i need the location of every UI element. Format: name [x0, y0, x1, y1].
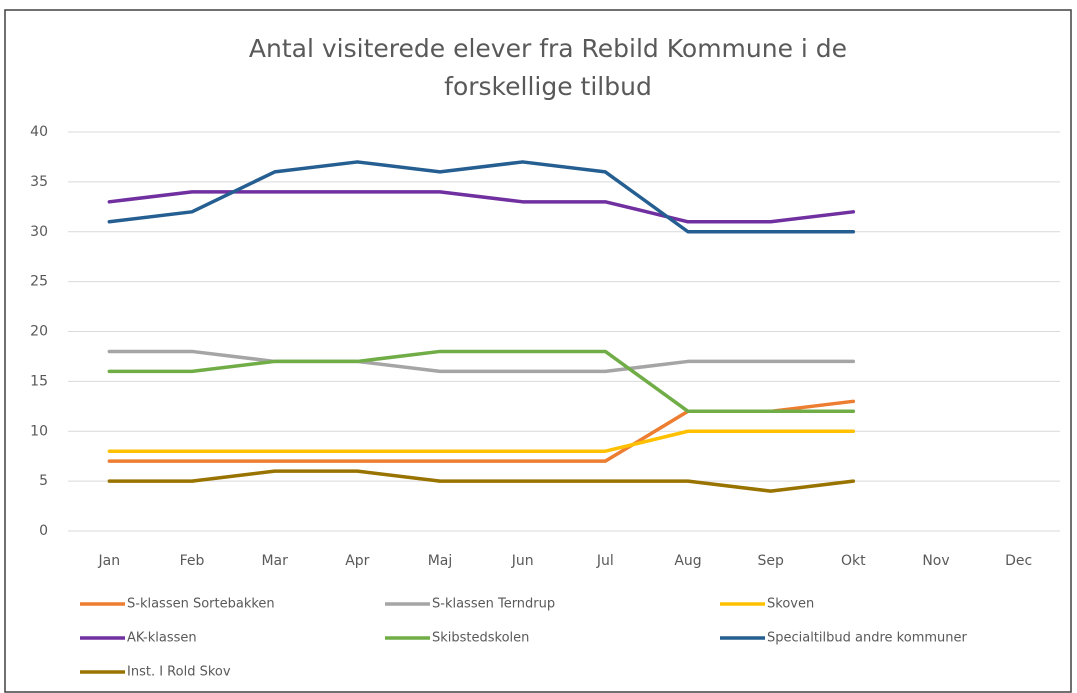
- x-tick-label: Sep: [757, 553, 784, 569]
- y-tick-label: 0: [39, 523, 48, 539]
- y-tick-label: 10: [30, 423, 48, 439]
- legend-label: Specialtilbud andre kommuner: [767, 631, 968, 646]
- legend-label: Skibstedskolen: [432, 631, 529, 646]
- x-tick-label: Maj: [428, 553, 453, 569]
- y-tick-label: 30: [30, 224, 48, 240]
- x-tick-label: Dec: [1005, 553, 1032, 569]
- series-line: [107, 349, 856, 374]
- x-tick-label: Feb: [180, 553, 205, 569]
- y-tick-label: 25: [30, 274, 48, 290]
- y-tick-label: 35: [30, 174, 48, 190]
- x-tick-label: Nov: [922, 553, 949, 569]
- y-tick-label: 20: [30, 324, 48, 340]
- y-tick-label: 40: [30, 124, 48, 140]
- y-tick-label: 5: [39, 473, 48, 489]
- legend-label: Skoven: [767, 597, 814, 612]
- series-line: [107, 160, 856, 234]
- x-tick-label: Mar: [261, 553, 288, 569]
- x-tick-label: Okt: [841, 553, 866, 569]
- series-line: [107, 469, 856, 493]
- legend-label: S-klassen Terndrup: [432, 597, 555, 612]
- x-tick-label: Apr: [345, 553, 369, 569]
- x-tick-label: Jun: [511, 553, 534, 569]
- x-tick-label: Jan: [98, 553, 121, 569]
- legend-label: Inst. I Rold Skov: [127, 665, 231, 680]
- y-tick-label: 15: [30, 373, 48, 389]
- x-tick-label: Aug: [674, 553, 701, 569]
- series-line: [107, 349, 856, 414]
- chart-title: Antal visiterede elever fra Rebild Kommu…: [249, 34, 847, 63]
- series-line: [107, 429, 856, 453]
- x-tick-label: Jul: [596, 553, 614, 569]
- legend-label: S-klassen Sortebakken: [127, 597, 275, 612]
- chart-title: forskellige tilbud: [444, 72, 652, 101]
- legend-label: AK-klassen: [127, 631, 197, 646]
